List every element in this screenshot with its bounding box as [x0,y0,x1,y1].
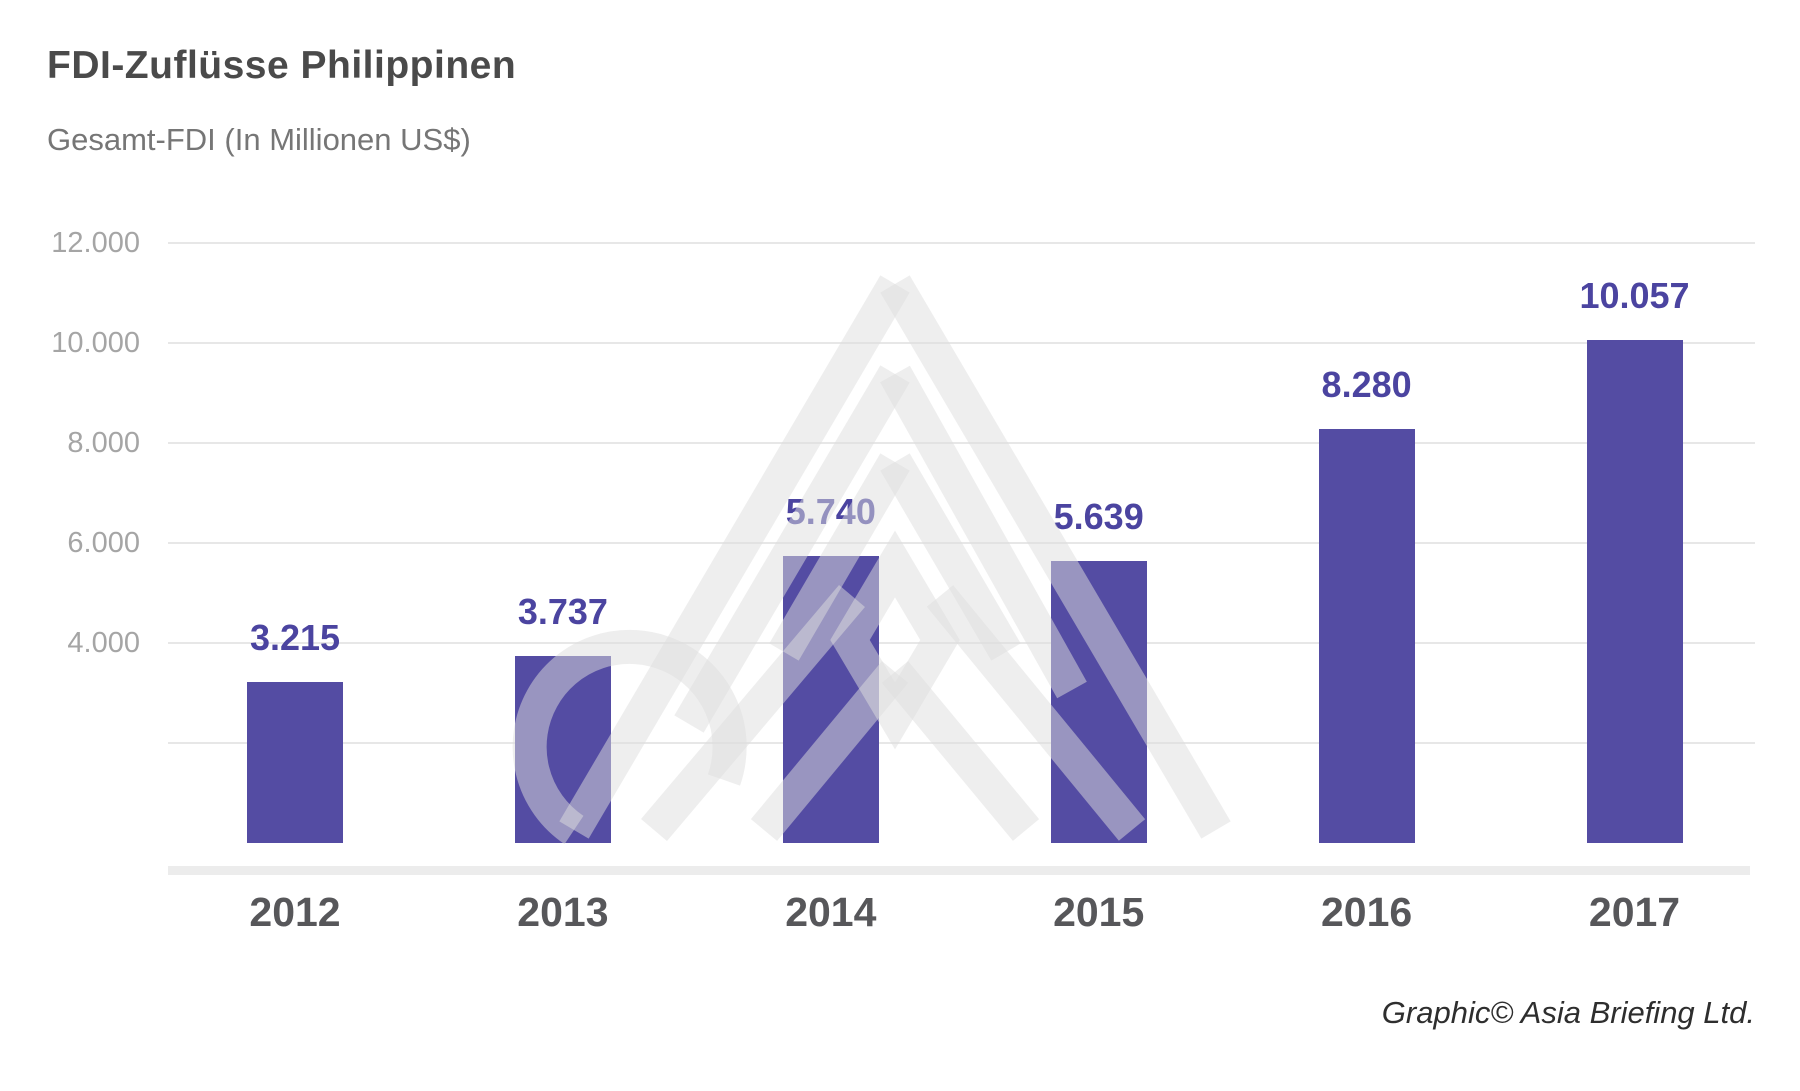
bar-value-label: 10.057 [1579,275,1690,317]
x-axis-baseline [168,866,1750,875]
bar-2014 [782,556,879,843]
x-axis-category-label: 2012 [249,889,341,935]
bar-2016 [1318,429,1415,843]
x-axis-category-label: 2013 [517,889,609,935]
bar-value-label: 3.215 [249,617,341,659]
y-axis-tick-label: 8.000 [67,427,140,459]
gridline [168,542,1755,544]
x-axis-category-label: 2014 [785,889,877,935]
y-axis-tick-label: 12.000 [51,227,140,259]
chart-subtitle: Gesamt-FDI (In Millionen US$) [47,122,471,157]
x-axis-category-label: 2015 [1053,889,1145,935]
bar-2012 [247,682,343,843]
gridline [168,442,1755,444]
gridline [168,742,1755,744]
bar-value-label: 5.639 [1053,496,1144,538]
bar-2013 [514,656,611,843]
y-axis-tick-label: 10.000 [51,327,140,359]
y-axis-tick-label: 4.000 [67,627,140,659]
credit-text: Graphic© Asia Briefing Ltd. [1381,995,1755,1030]
gridline [168,342,1755,344]
bar-value-label: 3.737 [517,591,608,633]
bar-2015 [1050,561,1147,843]
page-title: FDI-Zuflüsse Philippinen [47,44,517,87]
bar-value-label: 5.740 [785,491,876,532]
bar-value-label: 8.280 [1321,364,1412,405]
x-axis-category-label: 2017 [1588,889,1681,935]
x-axis-category-label: 2016 [1320,889,1413,935]
gridline [168,242,1755,244]
bar-2017 [1586,340,1683,843]
y-axis-tick-label: 6.000 [67,527,140,559]
